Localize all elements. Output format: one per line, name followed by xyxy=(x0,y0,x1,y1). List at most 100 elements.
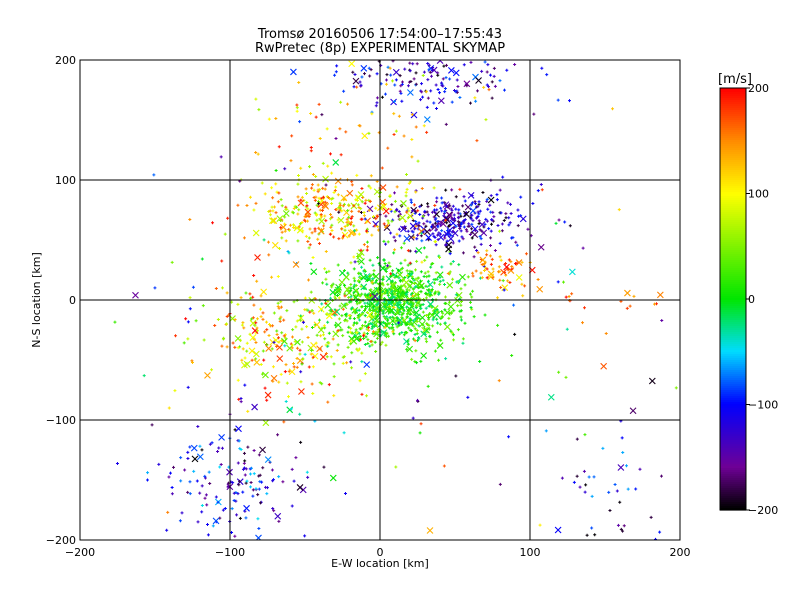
colorbar-segment xyxy=(720,92,746,95)
data-point xyxy=(317,102,321,106)
data-point xyxy=(200,510,204,514)
data-point xyxy=(276,274,280,278)
data-point xyxy=(358,318,362,322)
data-point-cross xyxy=(334,321,342,329)
data-point xyxy=(292,207,296,211)
data-point xyxy=(507,435,511,439)
data-point xyxy=(310,348,314,352)
data-point xyxy=(465,84,469,88)
data-point xyxy=(432,312,436,316)
data-point xyxy=(391,330,395,334)
data-point xyxy=(203,474,207,478)
data-point xyxy=(482,85,486,89)
colorbar-segment xyxy=(720,116,746,119)
data-point xyxy=(200,484,204,488)
data-point xyxy=(168,471,172,475)
data-point-cross xyxy=(436,342,444,349)
data-point-cross xyxy=(437,97,445,105)
data-point xyxy=(299,198,303,202)
colorbar-segment xyxy=(720,278,746,281)
data-point xyxy=(441,77,445,81)
data-point xyxy=(649,515,653,519)
data-point xyxy=(297,208,301,212)
data-point xyxy=(485,253,489,257)
colorbar-segment xyxy=(720,426,746,429)
data-point xyxy=(351,70,355,74)
data-point xyxy=(306,207,310,211)
data-point xyxy=(277,519,281,523)
colorbar-segment xyxy=(720,400,746,403)
data-point xyxy=(165,528,169,532)
data-point xyxy=(250,358,254,362)
data-point xyxy=(277,380,281,384)
data-point xyxy=(425,340,429,344)
data-point xyxy=(391,60,395,63)
data-point xyxy=(500,229,504,233)
data-point-cross xyxy=(410,206,418,214)
data-point xyxy=(347,325,351,329)
data-point xyxy=(389,231,393,235)
data-point xyxy=(483,60,487,64)
data-point xyxy=(349,286,353,290)
data-point xyxy=(394,465,398,469)
data-point xyxy=(298,120,302,124)
data-point xyxy=(481,191,485,195)
data-point xyxy=(249,485,253,489)
colorbar-segment xyxy=(720,210,746,213)
data-point xyxy=(447,224,451,228)
data-point xyxy=(434,216,438,220)
x-axis-label: E-W location [km] xyxy=(331,557,429,570)
data-point xyxy=(434,107,438,111)
colorbar-segment xyxy=(720,132,746,135)
data-point-cross xyxy=(316,345,323,353)
data-point xyxy=(179,456,183,460)
data-point xyxy=(439,317,443,321)
data-point xyxy=(254,201,258,205)
data-point xyxy=(511,236,515,240)
data-point xyxy=(539,182,543,186)
colorbar-segment xyxy=(720,478,746,481)
data-point xyxy=(309,146,313,150)
data-point xyxy=(252,303,256,307)
data-point xyxy=(495,193,499,197)
data-point xyxy=(249,480,253,484)
data-point xyxy=(397,210,401,214)
data-point xyxy=(563,220,567,224)
data-point xyxy=(479,271,483,275)
data-point xyxy=(557,218,561,222)
colorbar-segment xyxy=(720,448,746,451)
colorbar-segment xyxy=(720,366,746,369)
data-point xyxy=(179,479,183,483)
data-point xyxy=(440,81,444,85)
data-point xyxy=(440,84,444,88)
data-point xyxy=(374,206,378,210)
data-point xyxy=(375,72,379,76)
data-point xyxy=(456,304,460,308)
data-point xyxy=(621,451,625,455)
data-point xyxy=(416,209,420,213)
colorbar-segment xyxy=(720,480,746,483)
colorbar-segment xyxy=(720,176,746,179)
data-point xyxy=(374,104,378,108)
data-point xyxy=(391,319,395,323)
data-point xyxy=(397,276,401,280)
data-point xyxy=(445,229,449,233)
data-point xyxy=(477,200,481,204)
data-point xyxy=(392,305,396,309)
data-point xyxy=(399,246,403,250)
data-point xyxy=(350,366,354,370)
colorbar-segment xyxy=(720,272,746,275)
colorbar-segment xyxy=(720,128,746,131)
data-point-cross xyxy=(480,229,488,237)
data-point xyxy=(660,319,664,323)
colorbar-segment xyxy=(720,152,746,155)
data-point-cross xyxy=(418,320,426,328)
data-point xyxy=(153,286,157,290)
colorbar-segment xyxy=(720,394,746,397)
data-point-cross xyxy=(310,341,317,349)
data-point xyxy=(384,302,388,306)
data-point xyxy=(416,398,420,402)
data-point xyxy=(491,276,495,280)
data-point xyxy=(382,321,386,325)
data-point xyxy=(265,492,269,496)
